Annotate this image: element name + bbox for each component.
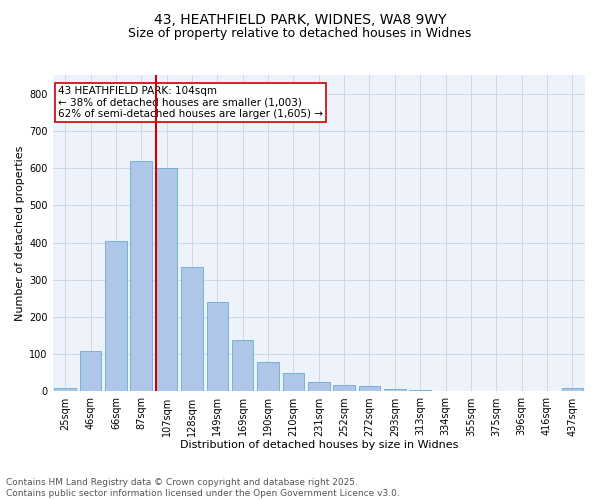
Text: Size of property relative to detached houses in Widnes: Size of property relative to detached ho…: [128, 28, 472, 40]
Text: Contains HM Land Registry data © Crown copyright and database right 2025.
Contai: Contains HM Land Registry data © Crown c…: [6, 478, 400, 498]
Bar: [55, 388, 76, 392]
Bar: [130, 160, 152, 392]
Text: 43 HEATHFIELD PARK: 104sqm
← 38% of detached houses are smaller (1,003)
62% of s: 43 HEATHFIELD PARK: 104sqm ← 38% of deta…: [58, 86, 323, 120]
Bar: [257, 362, 279, 392]
Bar: [181, 266, 203, 392]
Bar: [80, 350, 101, 392]
Bar: [562, 388, 583, 392]
Bar: [283, 373, 304, 392]
Bar: [334, 385, 355, 392]
Bar: [359, 386, 380, 392]
Bar: [308, 382, 329, 392]
Bar: [105, 240, 127, 392]
Bar: [409, 390, 431, 392]
Y-axis label: Number of detached properties: Number of detached properties: [15, 146, 25, 321]
Text: 43, HEATHFIELD PARK, WIDNES, WA8 9WY: 43, HEATHFIELD PARK, WIDNES, WA8 9WY: [154, 12, 446, 26]
X-axis label: Distribution of detached houses by size in Widnes: Distribution of detached houses by size …: [179, 440, 458, 450]
Bar: [384, 389, 406, 392]
Bar: [206, 302, 228, 392]
Bar: [156, 168, 178, 392]
Bar: [232, 340, 253, 392]
